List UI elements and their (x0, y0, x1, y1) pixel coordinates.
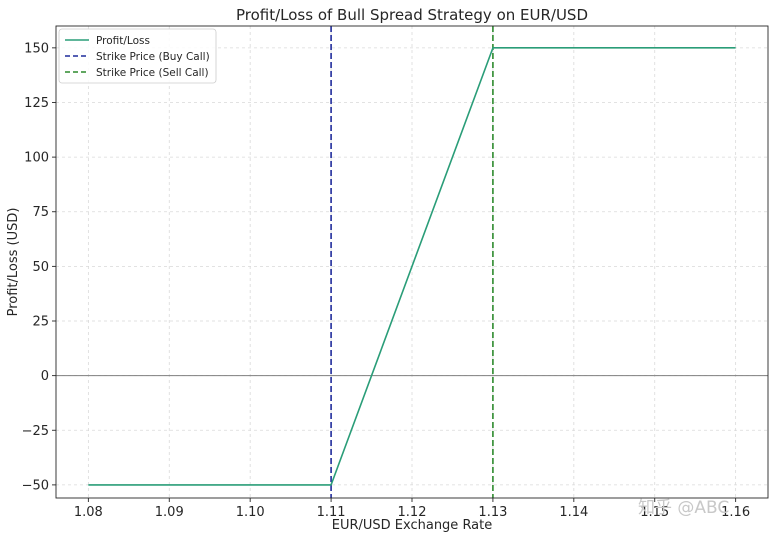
y-axis-title: Profit/Loss (USD) (6, 208, 21, 317)
chart-title: Profit/Loss of Bull Spread Strategy on E… (236, 6, 588, 24)
x-tick-label: 1.09 (155, 505, 184, 520)
legend-label-sell-strike: Strike Price (Sell Call) (96, 67, 209, 79)
y-tick-label: 75 (32, 205, 49, 220)
y-tick-label: −25 (22, 424, 49, 439)
legend-box (58, 28, 217, 84)
x-axis-ticks: 1.08 1.09 1.10 1.11 1.12 1.13 1.14 1.15 1.16 (74, 498, 750, 520)
grid-layer (56, 26, 768, 498)
y-tick-label: 0 (41, 369, 49, 384)
y-axis-ticks: −50 −25 0 25 50 75 100 125 150 (22, 41, 56, 493)
x-tick-label: 1.11 (317, 505, 346, 520)
profit-loss-line (88, 47, 736, 486)
x-tick-label: 1.14 (559, 505, 588, 520)
y-tick-label: 25 (32, 315, 49, 330)
y-tick-label: −50 (22, 478, 49, 493)
watermark: 知乎 @ABC (638, 498, 729, 518)
y-tick-label: 125 (24, 96, 49, 111)
reference-lines (56, 26, 768, 498)
legend-label-buy-strike: Strike Price (Buy Call) (96, 51, 210, 63)
x-axis-title: EUR/USD Exchange Rate (332, 518, 493, 533)
x-tick-label: 1.10 (236, 505, 265, 520)
x-tick-label: 1.13 (478, 505, 507, 520)
legend: Profit/Loss Strike Price (Buy Call) Stri… (58, 28, 217, 84)
y-tick-label: 50 (32, 260, 49, 275)
x-tick-label: 1.08 (74, 505, 103, 520)
y-tick-label: 150 (24, 41, 49, 56)
x-tick-label: 1.15 (640, 505, 669, 520)
x-tick-label: 1.12 (398, 505, 427, 520)
legend-label-profit-loss: Profit/Loss (96, 35, 150, 47)
x-tick-label: 1.16 (721, 505, 750, 520)
y-tick-label: 100 (24, 151, 49, 166)
series-layer (88, 47, 736, 486)
